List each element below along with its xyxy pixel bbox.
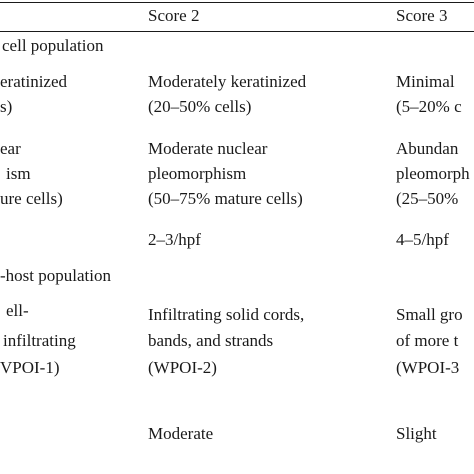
row-invasion-col1-line3: VPOI-1): [0, 358, 60, 377]
row-invasion-col2-line2: bands, and strands: [148, 331, 274, 350]
row-pleomorphism-col3-line1: Abundan: [396, 139, 459, 158]
row-invasion-col3-line3: (WPOI-3: [396, 358, 460, 377]
row-invasion-col1-line1: ell-: [6, 301, 29, 320]
row-pleomorphism-col2-line3: (50–75% mature cells): [148, 189, 303, 208]
row-keratinization-col3-line1: Minimal: [396, 72, 455, 91]
section-title-host-population: -host population: [0, 266, 111, 285]
header-divider-rule: [0, 31, 474, 32]
column-header-score-2: Score 2: [148, 6, 200, 25]
row-pleomorphism-col1-line3: ure cells): [0, 189, 63, 208]
row-keratinization-col1-line1: eratinized: [0, 72, 68, 91]
row-pleomorphism-col1-line2: ism: [6, 164, 31, 183]
row-host-response-col3: Slight: [396, 424, 437, 443]
row-keratinization-col2-line1: Moderately keratinized: [148, 72, 307, 91]
row-host-response-col2: Moderate: [148, 424, 214, 443]
row-mitoses-col3: 4–5/hpf: [396, 230, 449, 249]
row-pleomorphism-col1-line1: ear: [0, 139, 21, 158]
table-top-rule: [0, 2, 474, 3]
row-invasion-col2-line3: (WPOI-2): [148, 358, 217, 377]
row-invasion-col2-line1: Infiltrating solid cords,: [148, 305, 305, 324]
row-keratinization-col1-line2: s): [0, 97, 13, 116]
row-keratinization-col2-line2: (20–50% cells): [148, 97, 252, 116]
row-pleomorphism-col2-line1: Moderate nuclear: [148, 139, 268, 158]
column-header-score-3: Score 3: [396, 6, 448, 25]
row-keratinization-col3-line2: (5–20% c: [396, 97, 462, 116]
section-title-cell-population: cell population: [2, 36, 104, 55]
row-invasion-col3-line2: of more t: [396, 331, 459, 350]
row-mitoses-col2: 2–3/hpf: [148, 230, 201, 249]
row-pleomorphism-col3-line3: (25–50%: [396, 189, 459, 208]
row-pleomorphism-col3-line2: pleomorph: [396, 164, 470, 183]
row-invasion-col3-line1: Small gro: [396, 305, 463, 324]
row-pleomorphism-col2-line2: pleomorphism: [148, 164, 247, 183]
row-invasion-col1-line2: infiltrating: [3, 331, 76, 350]
